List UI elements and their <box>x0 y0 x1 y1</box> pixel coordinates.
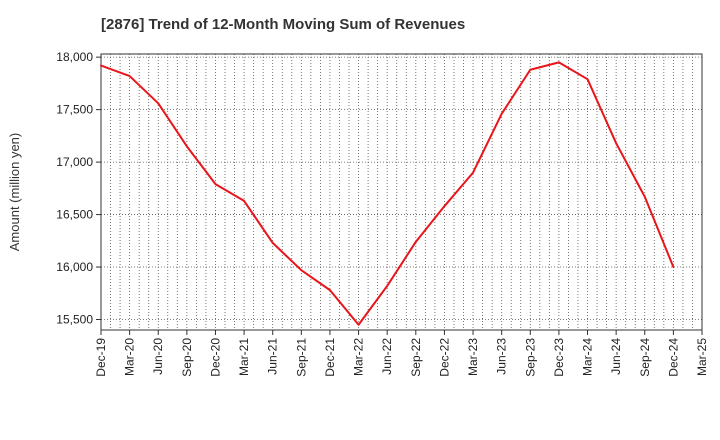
y-axis: 15,500 16,000 16,500 17,000 17,500 18,000 <box>56 50 101 327</box>
plot-frame <box>100 53 703 331</box>
y-tick-label: 17,500 <box>56 103 93 117</box>
x-tick-label: Dec-20 <box>208 338 222 377</box>
y-axis-title: Amount (million yen) <box>7 133 22 252</box>
x-tick-label: Mar-22 <box>352 338 366 376</box>
y-tick-label: 18,000 <box>56 50 93 64</box>
x-tick-label: Jun-20 <box>151 338 165 375</box>
x-tick-label: Sep-20 <box>180 338 194 377</box>
series-layer <box>100 61 675 326</box>
series-line <box>100 61 675 326</box>
x-tick-label: Jun-22 <box>380 338 394 375</box>
x-tick-label: Mar-20 <box>123 338 137 376</box>
y-tick-label: 16,000 <box>56 260 93 274</box>
x-tick-label: Sep-22 <box>409 338 423 377</box>
x-tick-label: Dec-24 <box>666 338 680 377</box>
y-tick-label: 16,500 <box>56 208 93 222</box>
x-tick-label: Mar-25 <box>695 338 709 376</box>
x-tick-label: Dec-22 <box>437 338 451 377</box>
chart-title: [2876] Trend of 12-Month Moving Sum of R… <box>101 16 466 33</box>
x-tick-label: Dec-23 <box>552 338 566 377</box>
x-tick-label: Jun-24 <box>609 338 623 375</box>
y-tick-label: 15,500 <box>56 313 93 327</box>
x-tick-label: Dec-21 <box>323 338 337 377</box>
y-tick-label: 17,000 <box>56 155 93 169</box>
vertical-gridlines <box>110 54 693 330</box>
x-tick-label: Jun-23 <box>495 338 509 375</box>
x-tick-label: Jun-21 <box>266 338 280 375</box>
horizontal-gridlines <box>101 56 702 320</box>
x-tick-label: Sep-23 <box>523 338 537 377</box>
x-tick-label: Sep-24 <box>638 338 652 377</box>
x-tick-label: Mar-24 <box>581 338 595 376</box>
x-tick-label: Mar-23 <box>466 338 480 376</box>
x-tick-label: Sep-21 <box>294 338 308 377</box>
x-axis: Dec-19 Mar-20 Jun-20 Sep-20 Dec-20 Mar-21 Jun-… <box>94 330 709 377</box>
x-tick-label: Dec-19 <box>94 338 108 377</box>
x-tick-label: Mar-21 <box>237 338 251 376</box>
